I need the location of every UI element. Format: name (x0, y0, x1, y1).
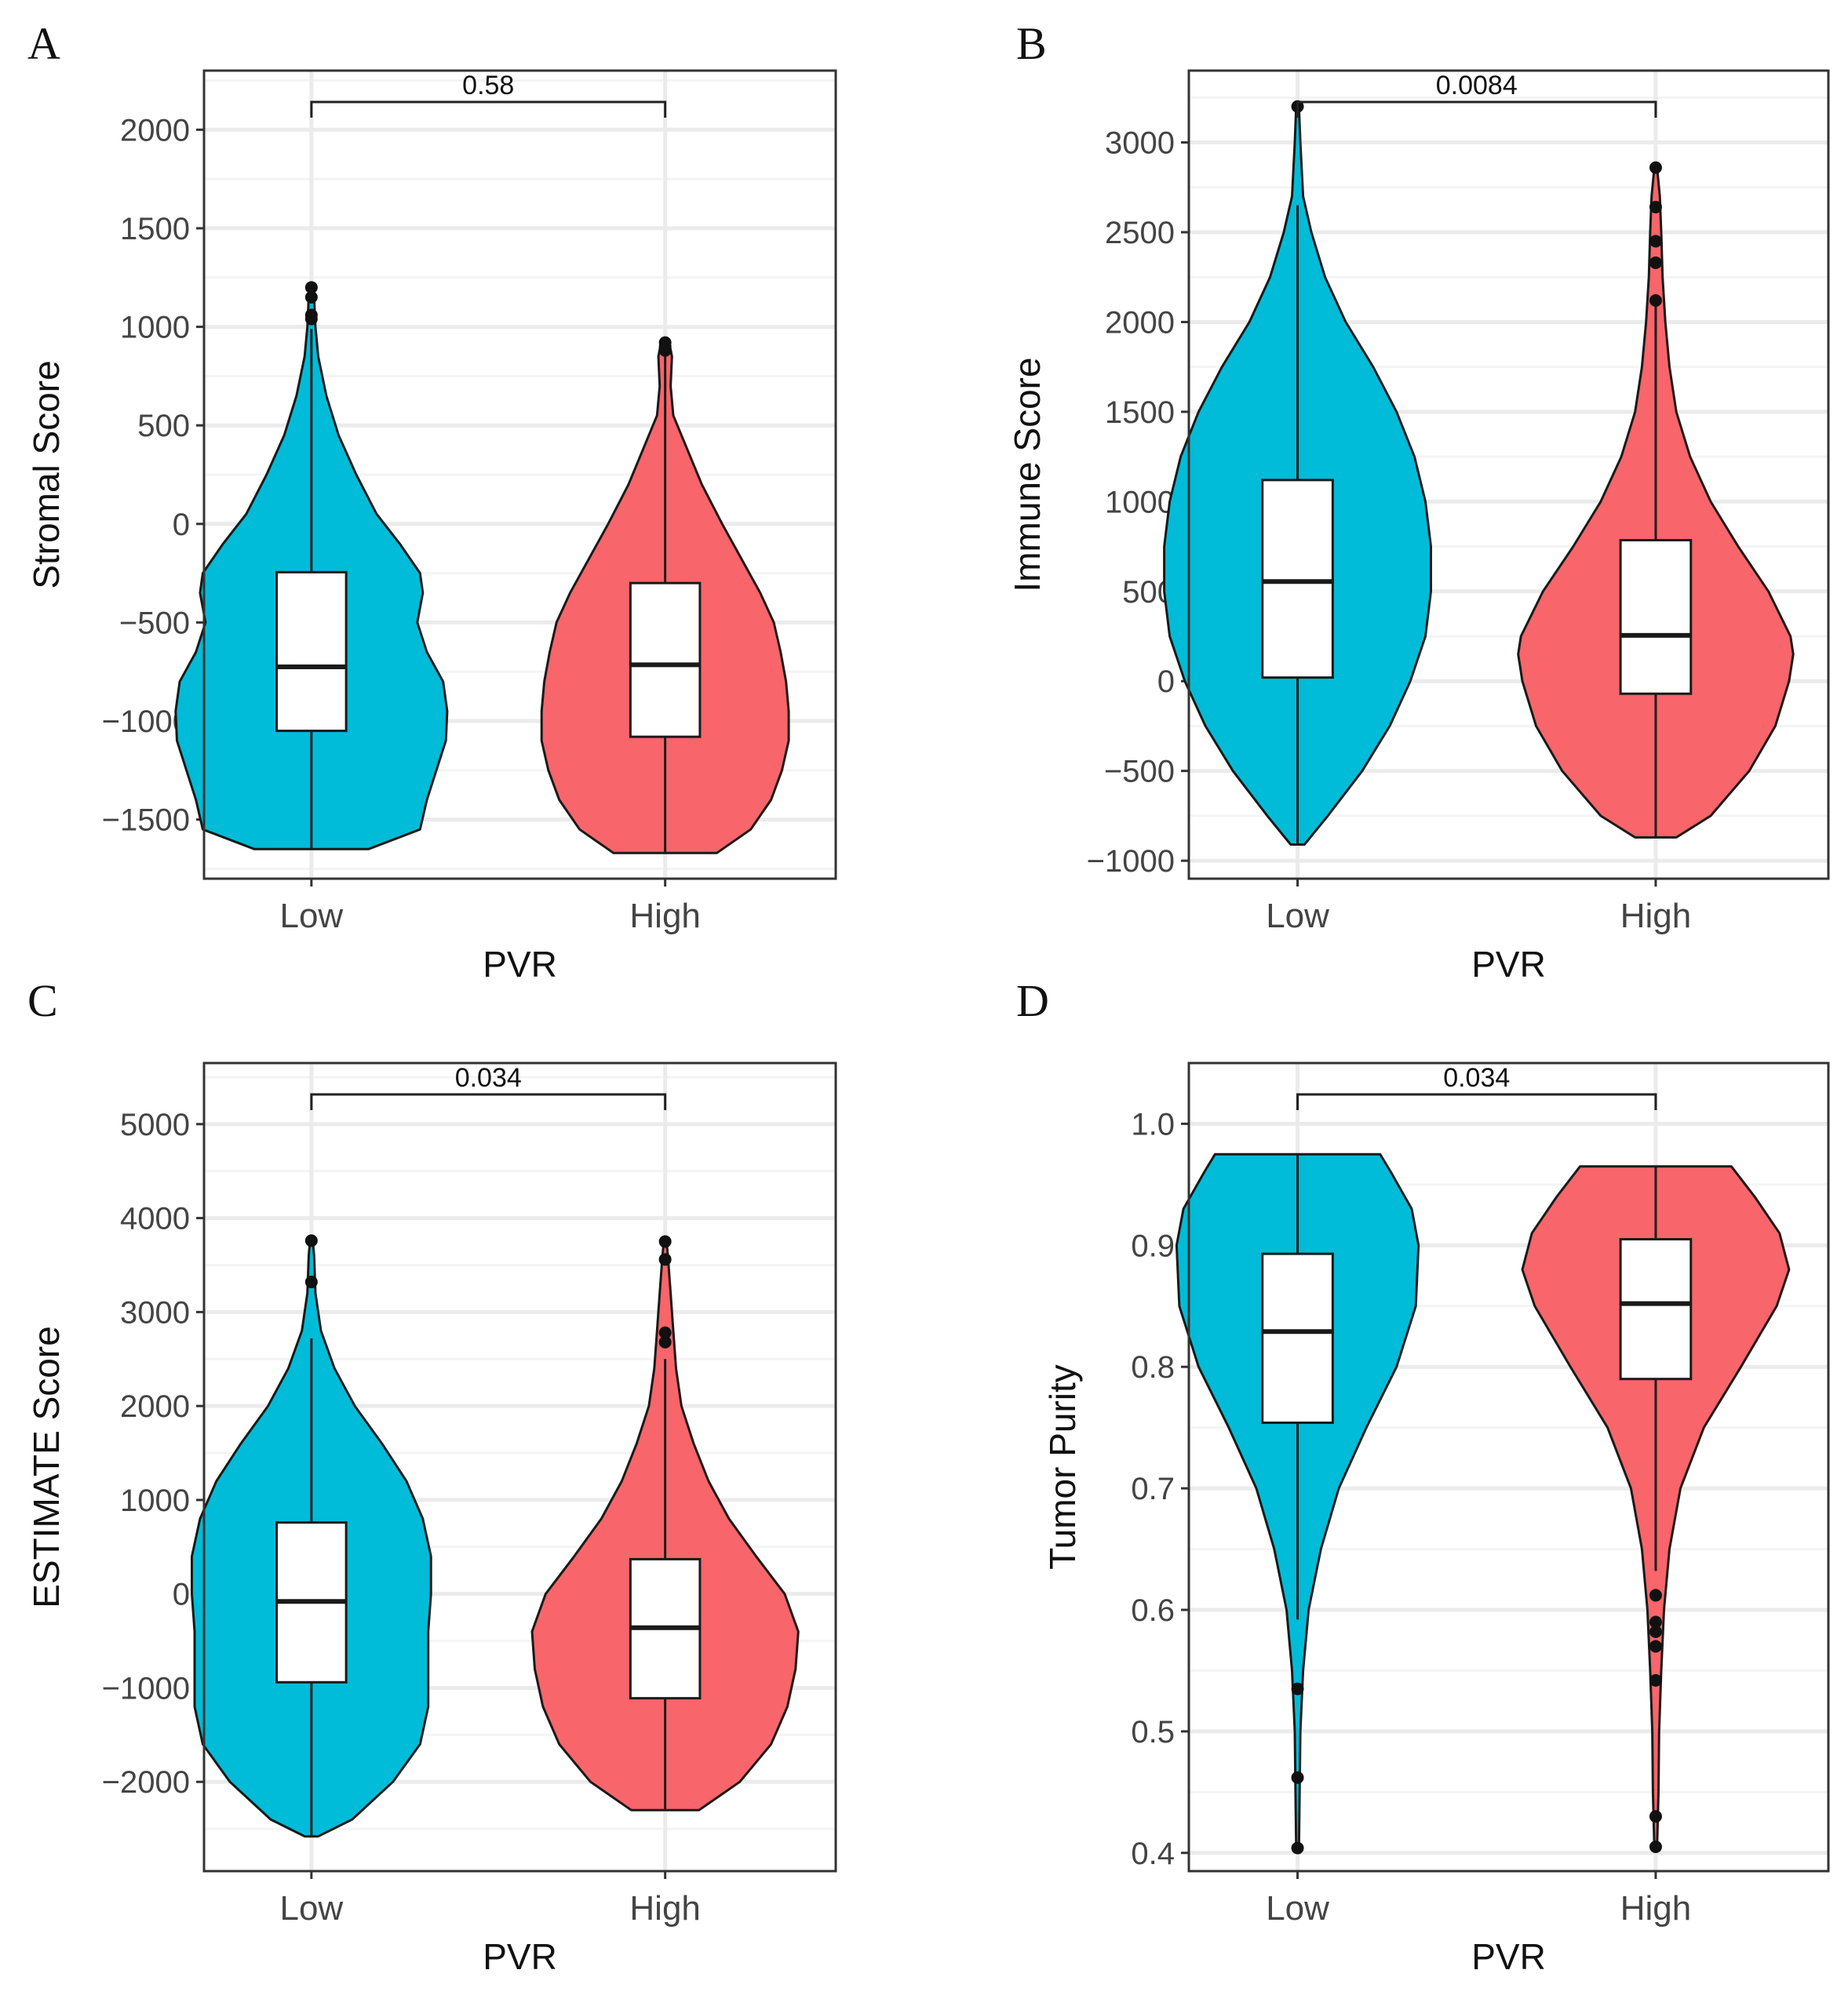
panel-letter: D (1016, 975, 1049, 1026)
y-axis-title: Immune Score (1007, 357, 1048, 592)
y-tick-label: 0.4 (1131, 1837, 1175, 1871)
outlier-point (658, 1326, 672, 1339)
outlier-point (658, 1335, 672, 1349)
y-tick-label: 2500 (1105, 216, 1175, 250)
x-tick-label: High (629, 897, 701, 935)
outlier-point (1649, 1625, 1662, 1638)
p-value-label: 0.034 (455, 1063, 522, 1093)
x-tick-label: Low (1266, 1889, 1329, 1928)
box-low (275, 570, 348, 733)
panel-border (1187, 1061, 1830, 1873)
box-high (629, 581, 702, 738)
x-tick-label: High (1620, 897, 1692, 935)
significance-bracket (310, 100, 667, 118)
box-low (1261, 479, 1334, 679)
outlier-point (1291, 1771, 1304, 1784)
y-tick-label: 1000 (1105, 485, 1175, 519)
panel-border (1187, 69, 1830, 880)
panel-border (202, 1061, 837, 1873)
significance-bracket (1296, 100, 1657, 118)
y-tick-label: 5000 (120, 1108, 190, 1142)
outlier-point (1649, 1589, 1662, 1602)
box-low (1261, 1252, 1334, 1424)
x-axis-title: PVR (1471, 1936, 1546, 1977)
x-axis-title: PVR (483, 1936, 557, 1977)
y-tick-label: 1.0 (1131, 1107, 1175, 1142)
outlier-point (304, 1234, 318, 1247)
outlier-point (1291, 1841, 1304, 1855)
panel-c: C −2000 −1000 0 1000 2000 3000 4000 5000 Low High P… (26, 975, 837, 1977)
y-tick-label: 2000 (1105, 305, 1175, 340)
y-tick-label: 1000 (120, 1484, 190, 1518)
y-tick-label: 0.5 (1131, 1715, 1175, 1750)
outlier-point (1649, 161, 1662, 174)
y-tick-label: 2000 (120, 1389, 190, 1424)
panel-letter: A (27, 18, 60, 69)
y-tick-label: 1500 (120, 212, 190, 246)
outlier-point (1649, 200, 1662, 213)
y-tick-label: 0 (1157, 665, 1175, 699)
outlier-point (304, 290, 318, 304)
p-value-label: 0.0084 (1436, 71, 1518, 100)
y-axis-title: Tumor Purity (1042, 1364, 1083, 1570)
panel-border (202, 69, 837, 880)
significance-bracket (1296, 1093, 1657, 1110)
y-tick-label: 2000 (120, 113, 190, 147)
panel-d: D 0.4 0.5 0.6 0.7 0.8 0.9 1.0 Low High PVR Tumor Pu… (1016, 975, 1830, 1977)
y-tick-label: 0 (173, 508, 190, 542)
p-value-label: 0.58 (462, 71, 514, 100)
y-tick-label: 0.7 (1131, 1472, 1175, 1506)
x-tick-label: Low (279, 897, 343, 935)
outlier-point (658, 1253, 672, 1266)
x-tick-label: Low (279, 1889, 343, 1928)
outlier-point (1649, 1841, 1662, 1854)
outlier-point (658, 344, 672, 357)
outlier-point (304, 281, 318, 294)
outlier-point (1649, 1810, 1662, 1823)
y-tick-label: 3000 (1105, 126, 1175, 161)
y-tick-label: 500 (137, 409, 190, 443)
y-tick-label: −2000 (102, 1765, 190, 1800)
y-tick-label: −1000 (1087, 844, 1175, 879)
outlier-point (1649, 293, 1662, 307)
x-tick-label: Low (1266, 897, 1329, 935)
y-tick-label: 1000 (120, 311, 190, 345)
outlier-point (1649, 1640, 1662, 1653)
y-tick-label: −500 (1104, 755, 1175, 789)
y-tick-label: 4000 (120, 1202, 190, 1236)
outlier-point (1291, 1682, 1304, 1695)
y-tick-label: 1500 (1105, 395, 1175, 430)
significance-bracket (310, 1093, 667, 1110)
outlier-point (1649, 1673, 1662, 1687)
p-value-label: 0.034 (1443, 1063, 1510, 1093)
y-tick-label: 0.8 (1131, 1350, 1175, 1385)
y-axis-title: ESTIMATE Score (26, 1326, 67, 1608)
outlier-point (304, 312, 318, 326)
outlier-point (1649, 235, 1662, 248)
x-tick-label: High (629, 1889, 701, 1928)
box-high (1619, 539, 1693, 695)
y-tick-label: −1000 (102, 1671, 190, 1706)
outlier-point (1649, 256, 1662, 269)
x-axis-title: PVR (1471, 944, 1546, 985)
outlier-point (304, 1276, 318, 1289)
x-axis-title: PVR (483, 944, 557, 985)
y-tick-label: 0.9 (1131, 1229, 1175, 1263)
outlier-point (658, 1235, 672, 1248)
y-tick-label: −1500 (102, 803, 190, 838)
y-tick-label: 0 (173, 1578, 190, 1612)
panel-letter: C (27, 975, 58, 1026)
panel-letter: B (1016, 18, 1047, 69)
outlier-point (1649, 1615, 1662, 1629)
box-high (1619, 1238, 1693, 1381)
y-tick-label: 0.6 (1131, 1593, 1175, 1628)
y-axis-title: Stromal Score (26, 360, 67, 588)
y-tick-label: 3000 (120, 1295, 190, 1330)
y-tick-label: −500 (119, 606, 190, 640)
x-tick-label: High (1620, 1889, 1692, 1928)
